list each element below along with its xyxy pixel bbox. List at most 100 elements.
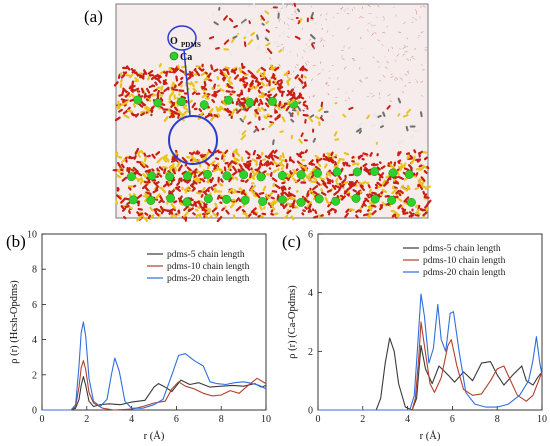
silicate-bond [270, 64, 274, 70]
water-molecule [399, 77, 401, 79]
pdms-bond [325, 120, 328, 123]
water-molecule [296, 64, 299, 66]
silicate-bond [337, 175, 342, 181]
silicate-bond [410, 212, 415, 218]
silicate-bond [247, 69, 254, 76]
silicate-bond [232, 214, 236, 219]
pdms-bond [265, 42, 271, 47]
silicate-bond [257, 89, 261, 94]
silicate-bond [168, 91, 175, 98]
water-molecule [301, 78, 304, 82]
silicate-bond [155, 181, 160, 185]
silicate-bond [397, 151, 402, 157]
silicate-bond [273, 199, 279, 205]
silicate-bond [326, 172, 331, 176]
silicate-bond [163, 116, 169, 122]
silicate-bond [334, 160, 338, 167]
silicate-bond [372, 163, 379, 167]
silicate-bond [213, 92, 218, 97]
silicate-bond [224, 66, 230, 70]
silicate-bond [367, 214, 372, 218]
silicate-bond [258, 191, 265, 195]
water-molecule [390, 76, 394, 78]
silicate-bond [158, 186, 163, 190]
pdms-bond [264, 10, 270, 15]
pdms-bond [266, 18, 271, 23]
water-molecule [292, 3, 294, 7]
silicate-bond [168, 163, 175, 169]
silicate-bond [298, 163, 305, 169]
pdms-bond [232, 35, 238, 39]
silicate-bond [338, 158, 345, 161]
silicate-bond [284, 214, 289, 219]
water-molecule [291, 13, 293, 16]
silicate-bond [225, 209, 230, 215]
silicate-bond [290, 172, 296, 178]
silicate-bond [192, 178, 198, 182]
pdms-bond [298, 101, 302, 105]
series-lines-c [318, 293, 543, 411]
silicate-bond [170, 203, 177, 210]
water-molecule [404, 84, 406, 87]
silicate-bond [136, 216, 142, 222]
water-molecule [310, 19, 313, 22]
water-molecule [358, 15, 362, 19]
silicate-bond [339, 194, 344, 198]
connector-line [183, 49, 191, 117]
silicate-bond [240, 105, 244, 111]
pdms-bond [402, 114, 409, 118]
silicate-bond [290, 215, 295, 221]
water-molecule [302, 49, 306, 53]
silicate-bond [200, 153, 207, 159]
silicate-bond [351, 183, 357, 188]
silicate-bond [183, 211, 189, 218]
silicate-bond [191, 102, 197, 109]
pdms-bond [317, 107, 324, 112]
water-molecule [319, 61, 322, 64]
silicate-bond [124, 205, 130, 209]
silicate-bond [260, 106, 266, 112]
silicate-bond [285, 163, 289, 169]
silicate-bond [216, 89, 221, 94]
series-lines-b [42, 321, 267, 411]
silicate-bond [130, 168, 135, 172]
water-molecule [396, 53, 400, 57]
silicate-bond [192, 87, 198, 93]
silicate-bond [273, 212, 279, 216]
pdms-bond [252, 3, 257, 9]
pdms-bond [215, 47, 220, 50]
silicate-bond [334, 209, 337, 214]
silicate-bond [195, 70, 201, 77]
silicate-bond [331, 184, 337, 190]
pdms-bond [243, 41, 247, 48]
silicate-bond [386, 175, 392, 182]
silicate-bond [172, 69, 176, 74]
silicate-bond [192, 202, 196, 207]
silicate-bond [165, 180, 170, 187]
silicate-bond [223, 72, 229, 78]
silicate-bond [418, 164, 423, 168]
silicate-bond [376, 166, 381, 171]
silicate-bond [281, 152, 285, 159]
silicate-bond [142, 183, 148, 190]
silicate-bond [170, 112, 175, 118]
silicate-bond [124, 73, 132, 77]
legend-c: pdms-5 chain length pdms-10 chain length… [403, 244, 506, 278]
pdms-bond [305, 44, 312, 50]
pdms-bond [242, 106, 246, 111]
x-tick-label-b-0: 0 [40, 414, 45, 425]
silicate-bond [286, 77, 292, 84]
silicate-bond [397, 204, 402, 210]
silicate-bond [276, 86, 282, 93]
silicate-bond [171, 168, 177, 175]
silicate-bond [140, 112, 146, 117]
silicate-bond [245, 165, 251, 171]
silicate-bond [319, 176, 326, 181]
water-molecule [281, 43, 283, 46]
silicate-bond [237, 98, 241, 104]
silicate-bond [420, 208, 426, 212]
silicate-bond [197, 171, 204, 177]
water-molecule [286, 99, 290, 102]
silicate-bond [201, 68, 205, 72]
calcium-ion [239, 170, 249, 180]
